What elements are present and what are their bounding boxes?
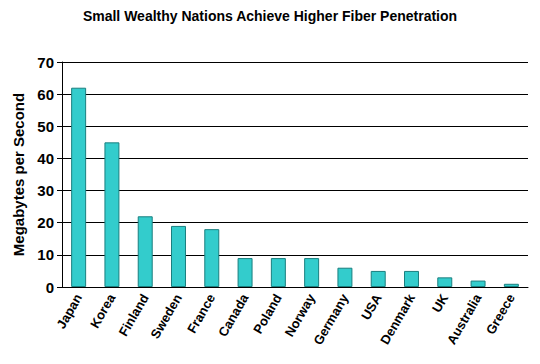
svg-text:10: 10	[37, 246, 54, 263]
svg-text:Megabytes per Second: Megabytes per Second	[10, 93, 27, 256]
svg-text:30: 30	[37, 182, 54, 199]
svg-text:Greece: Greece	[483, 291, 518, 337]
svg-text:Finland: Finland	[116, 291, 152, 339]
svg-text:Japan: Japan	[53, 291, 85, 331]
svg-text:USA: USA	[358, 291, 385, 323]
svg-text:Poland: Poland	[250, 291, 285, 336]
svg-text:70: 70	[37, 54, 54, 71]
svg-text:UK: UK	[429, 291, 452, 315]
svg-text:60: 60	[37, 86, 54, 103]
svg-text:20: 20	[37, 214, 54, 231]
svg-text:Sweden: Sweden	[147, 291, 185, 341]
svg-text:Small Wealthy Nations Achieve: Small Wealthy Nations Achieve Higher Fib…	[83, 8, 457, 24]
svg-text:Denmark: Denmark	[377, 291, 418, 347]
svg-text:Norway: Norway	[282, 291, 319, 340]
svg-text:50: 50	[37, 118, 54, 135]
svg-text:Korea: Korea	[87, 291, 119, 331]
svg-text:France: France	[184, 291, 218, 335]
svg-text:40: 40	[37, 150, 54, 167]
svg-text:Australia: Australia	[444, 291, 485, 347]
svg-text:0: 0	[46, 279, 54, 296]
svg-text:Germany: Germany	[310, 291, 352, 348]
svg-text:Canada: Canada	[215, 291, 252, 340]
